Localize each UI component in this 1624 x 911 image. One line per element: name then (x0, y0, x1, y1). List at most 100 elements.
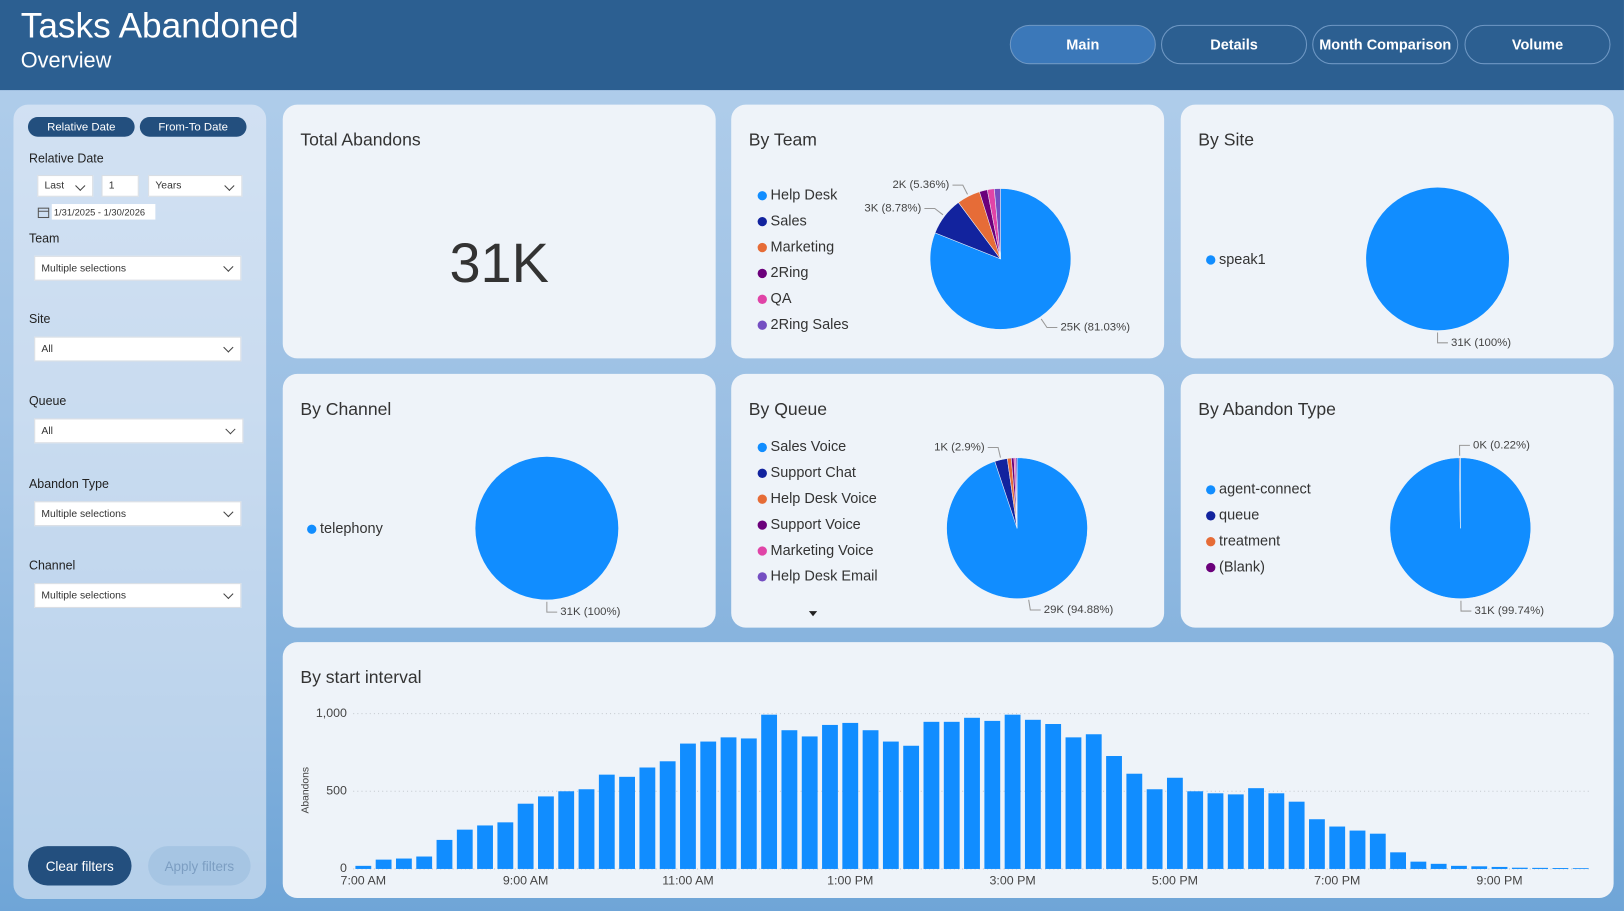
filter-label: Queue (28, 393, 67, 409)
legend-swatch (757, 320, 767, 330)
pie-slice (475, 456, 619, 600)
leader-line (952, 184, 968, 195)
bar (842, 722, 859, 869)
data-label: 0K (0.22%) (1473, 439, 1530, 451)
legend-swatch (1206, 485, 1216, 495)
bar (355, 865, 372, 869)
bar (517, 803, 534, 869)
chart-title: By Team (749, 130, 817, 150)
date-range: 1/31/2025 - 1/30/2026 (51, 204, 156, 220)
bar (1227, 794, 1244, 869)
pie-slice (1366, 187, 1510, 331)
bar (1004, 714, 1021, 869)
bar (1085, 734, 1102, 869)
chart-title: By start interval (300, 667, 421, 687)
bar (1532, 867, 1549, 869)
legend-swatch (757, 572, 767, 582)
relative-dropdown[interactable]: Years (148, 175, 243, 197)
pie-slice (994, 188, 1001, 259)
legend-swatch (757, 494, 767, 504)
legend-label: Support Voice (771, 517, 861, 533)
bar (1491, 866, 1508, 869)
leader-line (1040, 318, 1058, 329)
slicer-dropdown[interactable]: All (34, 418, 244, 444)
chart-title: By Site (1198, 130, 1254, 150)
data-label: 31K (100%) (1451, 337, 1511, 349)
relative-dropdown[interactable]: Last (37, 175, 94, 197)
slicer-dropdown[interactable]: Multiple selections (34, 501, 242, 527)
legend-swatch (1206, 537, 1216, 547)
calendar-icon (37, 207, 50, 219)
bar (1390, 852, 1406, 869)
bar (395, 858, 412, 869)
bar (1024, 719, 1041, 869)
bar (740, 738, 757, 869)
bar (882, 741, 899, 869)
relative-input[interactable]: 1 (101, 175, 139, 197)
data-label: 1K (2.9%) (934, 442, 985, 454)
legend-label: treatment (1219, 533, 1280, 549)
nav-tab[interactable]: Month Comparison (1312, 24, 1459, 65)
bar (1146, 789, 1163, 869)
data-label: 2K (5.36%) (892, 179, 949, 191)
legend-label: Sales Voice (771, 439, 847, 455)
chart: By Team 25K (81.03%) Help Desk 3K (8.78%) Sa… (749, 130, 1130, 334)
slicer-dropdown[interactable]: Multiple selections (34, 255, 242, 281)
bar (375, 859, 392, 869)
chart-title: Total Abandons (300, 130, 421, 150)
bar (598, 774, 615, 869)
nav-tab[interactable]: Details (1161, 24, 1308, 65)
filter-label: Relative Date (28, 151, 104, 166)
bar (1369, 833, 1386, 869)
legend-label: Support Chat (771, 465, 856, 481)
legend-label: 2Ring Sales (771, 317, 849, 333)
x-tick-label: 7:00 PM (1314, 874, 1360, 888)
bar (1471, 866, 1488, 869)
bar (1329, 826, 1346, 869)
mode-button[interactable]: Relative Date (27, 117, 135, 137)
bar (1187, 791, 1204, 869)
legend-label: telephony (320, 521, 384, 537)
apply-filters-button[interactable]: Apply filters (148, 846, 251, 886)
bar (964, 717, 980, 869)
leader-line (987, 447, 1001, 458)
bar (1410, 861, 1427, 869)
bar (1288, 801, 1305, 869)
nav-tab[interactable]: Volume (1464, 24, 1611, 65)
bar (1065, 737, 1082, 869)
bar (1045, 724, 1062, 869)
bar (700, 741, 717, 869)
leader-line (1459, 444, 1470, 456)
slicer-dropdown[interactable]: All (34, 336, 242, 362)
bar (1248, 788, 1264, 869)
x-tick-label: 7:00 AM (341, 874, 387, 888)
bar (984, 720, 1001, 869)
legend-swatch (757, 268, 767, 279)
legend-swatch (1206, 255, 1216, 265)
visual-panel: By Site 31K (100%) speak1 (1180, 104, 1614, 359)
chart: By Site 31K (100%) speak1 (1198, 130, 1511, 349)
legend-label: Help Desk (771, 188, 839, 204)
clear-filters-button[interactable]: Clear filters (27, 846, 132, 886)
bar (680, 743, 696, 869)
visual-panel: Total Abandons 31K (282, 104, 716, 359)
bar (456, 829, 473, 869)
x-tick-label: 5:00 PM (1152, 874, 1198, 888)
slicer-dropdown[interactable]: Multiple selections (34, 583, 242, 608)
mode-button[interactable]: From-To Date (139, 117, 247, 137)
bar (659, 761, 676, 869)
filter-label: Channel (28, 558, 76, 573)
nav-tab[interactable]: Main (1009, 24, 1156, 65)
bar (1126, 773, 1143, 869)
legend-label: QA (771, 291, 792, 307)
visual-panel: By start interval 0 500 1,000 Abandons 7:00 A… (282, 642, 1614, 898)
filter-label: Abandon Type (28, 476, 109, 491)
chart: By Abandon Type 31K (99.74%) agent-connect… (1198, 399, 1544, 617)
bar (943, 721, 960, 869)
chart-title: By Channel (300, 399, 391, 419)
legend-label: Marketing Voice (771, 543, 874, 559)
x-tick-label: 9:00 PM (1476, 874, 1522, 888)
card-value: 31K (449, 231, 548, 294)
bar (1349, 830, 1366, 869)
